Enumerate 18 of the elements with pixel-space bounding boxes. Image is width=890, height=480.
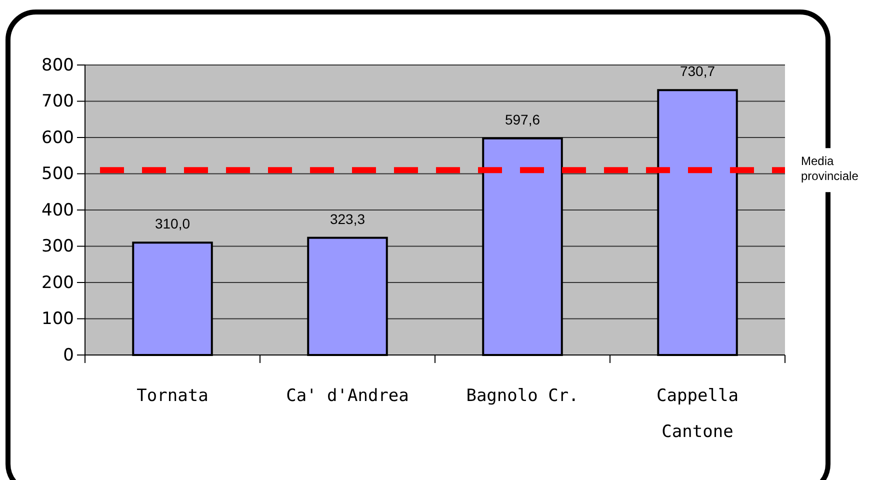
y-tick-label: 100 xyxy=(42,309,74,330)
ref-line-label: Media provinciale xyxy=(801,154,859,184)
data-label: 597,6 xyxy=(504,111,540,128)
y-tick-label: 500 xyxy=(42,164,74,184)
y-tick-label: 700 xyxy=(42,92,74,112)
y-tick-label: 0 xyxy=(63,345,74,366)
y-tick-label: 400 xyxy=(42,200,74,220)
x-tick-label: Bagnolo Cr. xyxy=(466,386,579,406)
y-tick-label: 600 xyxy=(42,128,74,148)
data-label: 310,0 xyxy=(154,216,190,232)
data-label: 730,7 xyxy=(680,63,716,80)
y-tick-label: 800 xyxy=(42,55,74,76)
x-tick-label: Cappella Cantone xyxy=(656,386,738,442)
x-tick-label: Ca' d'Andrea xyxy=(286,386,409,406)
x-tick-label: Tornata xyxy=(136,386,208,406)
y-tick-label: 300 xyxy=(42,236,74,257)
data-label: 323,3 xyxy=(330,210,366,227)
y-tick-label: 200 xyxy=(42,272,74,293)
